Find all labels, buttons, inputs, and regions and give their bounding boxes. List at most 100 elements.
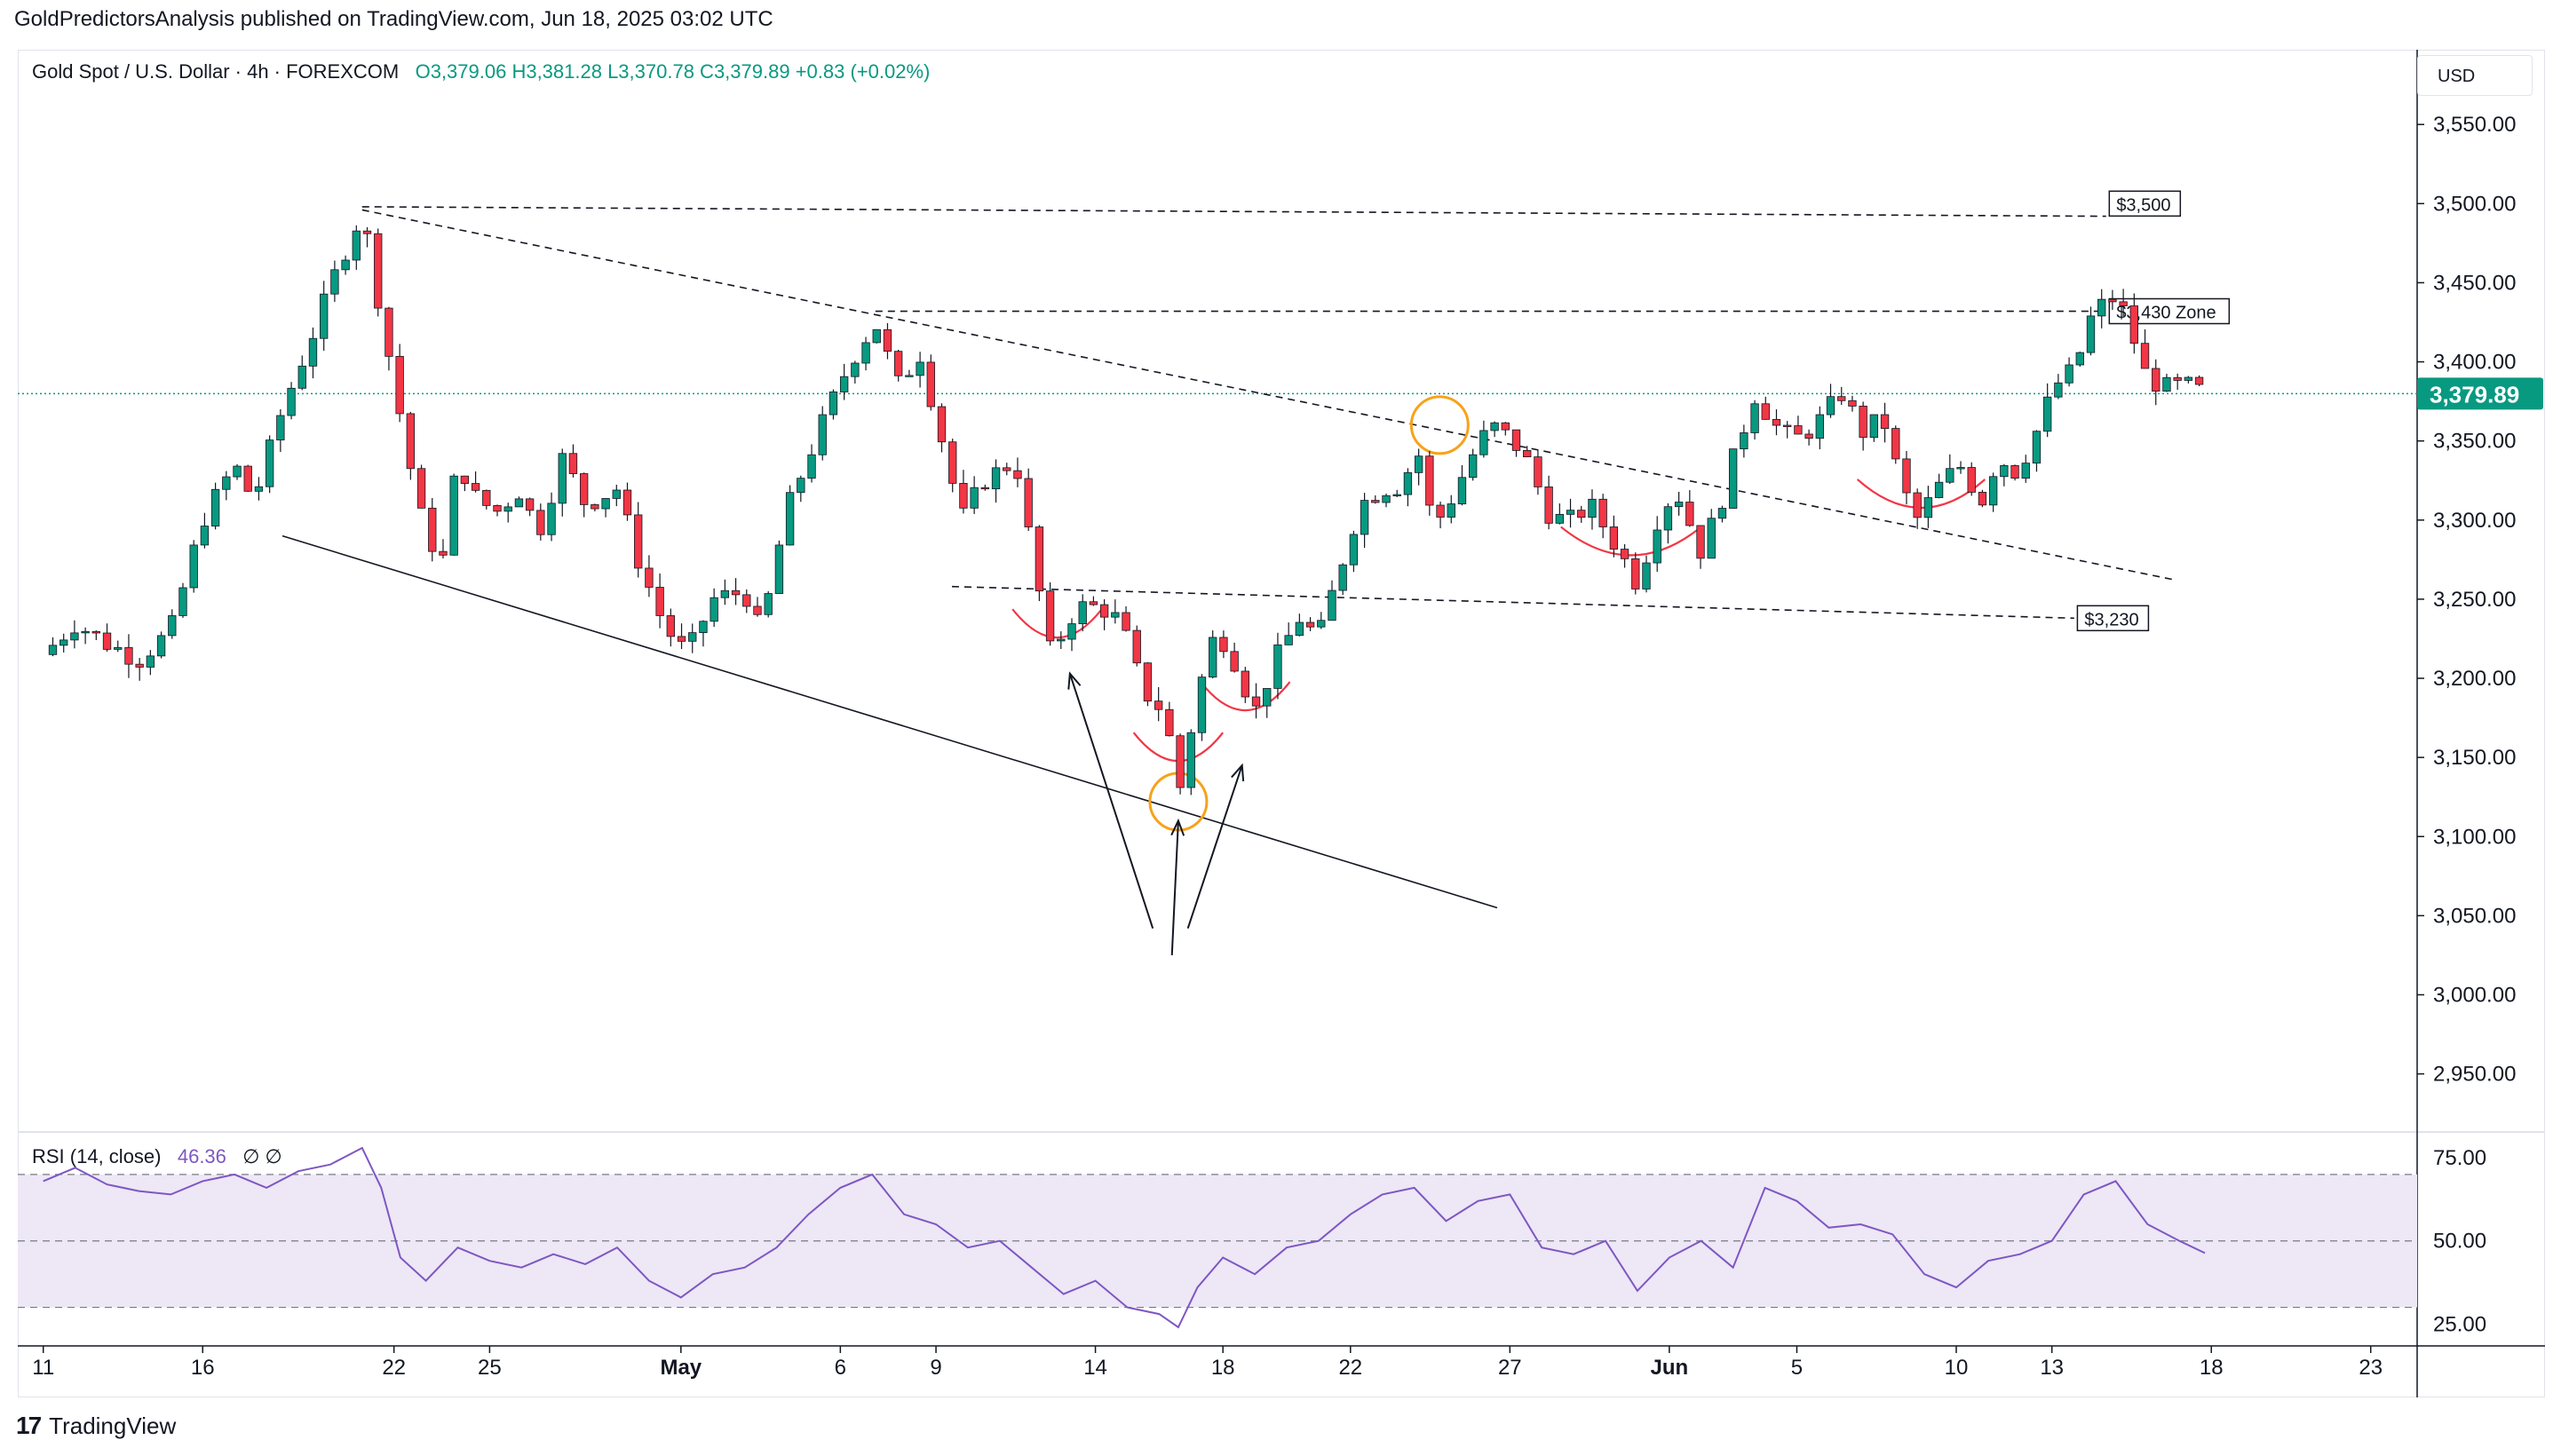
candle-up [1555,513,1565,524]
candle-up [156,635,166,657]
rounding-bottom-arc [1560,526,1702,557]
candle-up [2097,298,2106,317]
candle-up [797,478,805,494]
candle-down [568,453,578,474]
price-tick-label: 3,350.00 [2433,430,2516,454]
time-tick-label: 6 [835,1356,846,1380]
candle-down [2173,376,2182,381]
dashed-trendline [361,206,2106,218]
candle-up [341,259,350,271]
candle-down [1425,455,1434,506]
candle-up [514,498,524,508]
candle-down [753,605,762,615]
time-tick-label: 27 [1498,1356,1522,1380]
current-price-badge [2417,377,2543,410]
rounding-bottom-arc [1200,681,1291,712]
candle-down [439,550,448,556]
current-price-label: 3,379.89 [2430,381,2519,408]
candle-up [2054,382,2063,398]
candle-down [1024,478,1033,527]
candle-up [1209,637,1217,678]
candle-down [124,646,133,665]
candle-up [785,492,795,546]
time-tick-label: 16 [191,1356,215,1380]
footer[interactable]: 17 TradingView [16,1412,176,1440]
candle-down [1534,456,1542,487]
candle-down [1685,502,1694,526]
candle-down [482,489,491,506]
candle-up [200,526,210,546]
level-label-box [2108,190,2182,218]
time-tick-label: 18 [2200,1356,2224,1380]
price-tick-label: 3,300.00 [2433,509,2516,533]
candle-down [883,328,892,352]
candle-up [839,376,849,392]
candle-down [1609,526,1619,550]
candle-up [1653,529,1661,564]
candle-down [1122,612,1130,631]
time-tick-label: 13 [2040,1356,2064,1380]
candle-down [243,465,252,492]
candle-down [1089,601,1098,605]
candle-up [818,414,827,455]
symbol-title: Gold Spot / U.S. Dollar · 4h · FOREXCOM [32,60,400,83]
chart-grid [18,50,2545,1397]
time-tick-label: 23 [2359,1356,2383,1380]
candle-up [2086,315,2096,353]
candle-up [807,454,816,479]
candle-down [1436,504,1445,518]
candle-up [330,269,339,295]
candle-down [1631,558,1640,590]
candle-down [1176,735,1185,788]
candle-up [1826,396,1836,415]
candle-up [1457,477,1467,504]
candle-down [1794,425,1803,435]
candle-up [1186,732,1195,788]
candle-down [666,615,675,637]
candle-up [905,375,914,377]
time-tick-label: 14 [1083,1356,1107,1380]
candle-down [1305,621,1315,628]
candle-up [1078,601,1087,624]
support-trendline [281,534,1498,909]
candle-down [1620,549,1629,559]
candle-down [374,233,383,309]
candle-down [1230,651,1239,672]
level-label: $3,500 [2116,195,2170,215]
candle-down [645,567,654,588]
currency-selector[interactable]: USD [2417,55,2533,96]
candle-down [1848,400,1857,407]
candle-up [1295,621,1304,637]
candle-up [612,489,621,499]
price-tick-label: 3,450.00 [2433,271,2516,295]
candle-down [1804,433,1813,439]
candle-up [601,498,610,510]
candle-up [70,632,79,641]
candle-down [91,630,100,634]
candle-up [189,544,198,589]
candle-up [1263,688,1272,707]
candle-down [1837,396,1846,401]
candle-down [1219,637,1228,653]
candle-down [1045,590,1055,642]
rsi-legend[interactable]: RSI (14, close) 46.36 ∅ ∅ [32,1145,282,1168]
time-tick-label: 22 [382,1356,406,1380]
chart-frame [18,50,2545,1397]
candle-up [547,502,556,535]
candle-up [178,587,187,616]
candle-down [1761,403,1770,420]
candle-up [872,328,881,344]
candle-down [926,361,935,408]
candle-up [1447,503,1455,518]
price-tick-label: 3,050.00 [2433,904,2516,928]
candle-up [699,621,708,633]
footer-brand: TradingView [49,1412,177,1439]
time-tick-label: 22 [1338,1356,1362,1380]
time-tick-label: Jun [1651,1356,1689,1380]
symbol-legend[interactable]: Gold Spot / U.S. Dollar · 4h · FOREXCOM … [32,60,930,83]
candle-up [2162,376,2171,392]
candle-up [764,593,773,615]
rsi-extra: ∅ ∅ [242,1145,282,1167]
dashed-trendline [951,585,2074,620]
